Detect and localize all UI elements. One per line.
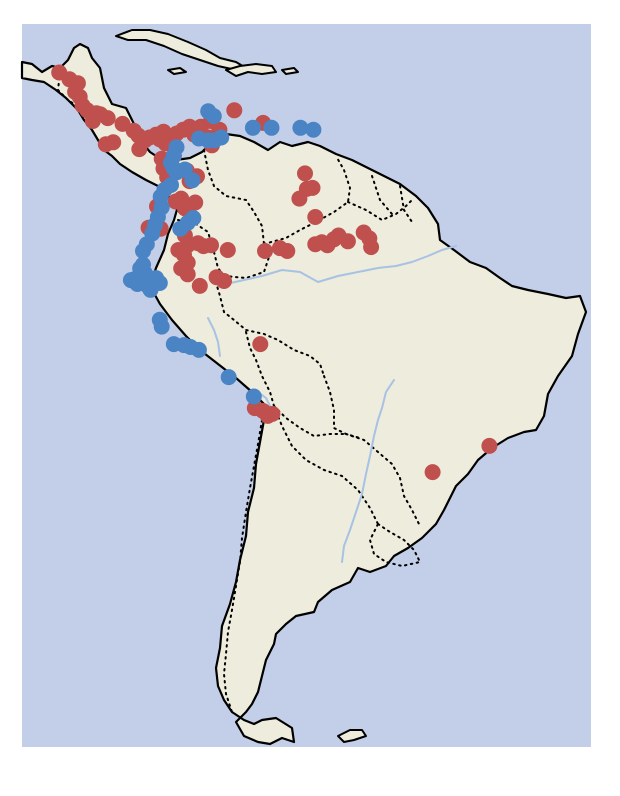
- map-point-1-38: [200, 103, 217, 120]
- border-paraguay: [345, 433, 421, 527]
- border-bolivia-paraguay: [273, 405, 347, 438]
- map-point-0-77: [252, 336, 269, 353]
- map-point-0-82: [481, 437, 498, 454]
- border-bolivia-brazil: [323, 375, 361, 439]
- map-point-0-43: [187, 194, 204, 211]
- map-point-1-1: [244, 119, 261, 136]
- parana-paraguay-river: [341, 379, 395, 563]
- map-point-0-85: [97, 136, 114, 153]
- americas-landmass: [20, 42, 588, 746]
- falklands-island: [337, 729, 367, 743]
- border-venezuela-brazil: [263, 155, 352, 245]
- map-point-1-36: [220, 369, 237, 386]
- rivers-layer: [207, 245, 457, 563]
- map-point-0-52: [257, 243, 273, 259]
- map-point-0-83: [424, 464, 441, 481]
- map-point-0-73: [179, 266, 196, 283]
- map-point-0-54: [279, 243, 296, 259]
- map-point-0-67: [304, 179, 321, 196]
- map-point-1-4: [305, 121, 322, 138]
- border-peru-brazil: [213, 275, 325, 377]
- map-point-0-81: [264, 405, 281, 422]
- map-point-1-23: [135, 243, 151, 259]
- map-point-0-9: [84, 113, 101, 129]
- borders-layer: [56, 71, 422, 713]
- map-point-0-64: [297, 165, 313, 182]
- map-point-1-2: [263, 119, 280, 136]
- map-point-0-63: [363, 239, 380, 256]
- border-chile-argentina: [222, 419, 263, 713]
- map-point-0-74: [191, 277, 208, 294]
- map-point-0-51: [219, 242, 236, 258]
- border-peru-bolivia: [245, 331, 275, 407]
- map-point-1-14: [168, 164, 185, 181]
- border-argentina-brazil-uruguay: [368, 523, 422, 568]
- jamaica-island: [167, 67, 187, 75]
- map-point-1-39: [213, 129, 230, 146]
- map-point-1-3: [292, 119, 309, 136]
- border-argentina-bolivia: [273, 405, 379, 525]
- border-central-america: [56, 71, 97, 119]
- map-point-1-48: [172, 220, 189, 237]
- border-colombia-venezuela: [203, 149, 271, 255]
- map-point-1-6: [190, 130, 207, 147]
- border-colombia-peru-brazil: [223, 253, 271, 280]
- map-point-0-10: [99, 110, 116, 127]
- map-point-1-37: [245, 388, 262, 405]
- ucayali-river: [207, 317, 221, 357]
- map-point-1-35: [190, 341, 207, 358]
- map-point-0-76: [216, 273, 232, 289]
- land-layer: [20, 29, 588, 746]
- map-point-1-31: [153, 318, 170, 335]
- border-guianas: [347, 175, 415, 223]
- points-layer: [51, 64, 498, 481]
- map-point-0-50: [203, 237, 219, 254]
- map-point-0-68: [307, 209, 324, 225]
- map-point-1-45: [142, 281, 159, 298]
- hispaniola-island: [225, 63, 277, 77]
- puerto-rico-island: [281, 67, 299, 75]
- map-point-0-60: [339, 233, 356, 250]
- map-point-0-86: [131, 141, 148, 158]
- map-point-1-13: [184, 172, 201, 189]
- map-point-0-29: [226, 102, 243, 119]
- amazon-river: [225, 245, 457, 285]
